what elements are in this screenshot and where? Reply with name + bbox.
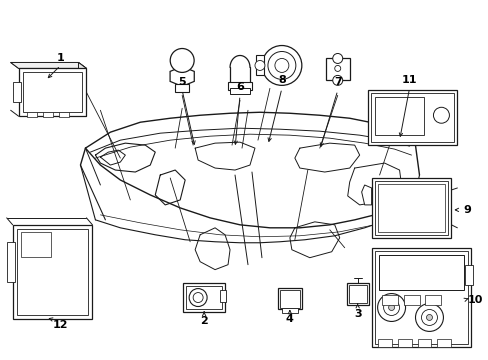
- Bar: [17, 229, 88, 315]
- Bar: [19, 68, 86, 116]
- Bar: [26, 112, 37, 117]
- Text: 8: 8: [278, 75, 285, 85]
- Polygon shape: [328, 61, 346, 76]
- Circle shape: [415, 303, 443, 332]
- Bar: [7, 242, 15, 282]
- Circle shape: [332, 75, 342, 85]
- Text: 5: 5: [178, 77, 185, 87]
- Bar: [371, 248, 470, 347]
- Circle shape: [254, 60, 264, 71]
- Bar: [367, 90, 456, 145]
- Circle shape: [334, 66, 340, 71]
- Bar: [42, 112, 52, 117]
- Polygon shape: [78, 62, 86, 116]
- Bar: [227, 82, 251, 90]
- Bar: [186, 285, 222, 310]
- Bar: [255, 55, 264, 75]
- Text: 12: 12: [53, 320, 68, 330]
- Bar: [183, 283, 224, 312]
- Text: 3: 3: [353, 310, 361, 319]
- Bar: [374, 181, 447, 235]
- Bar: [229, 88, 249, 94]
- Bar: [20, 232, 50, 257]
- Bar: [13, 82, 20, 102]
- Circle shape: [189, 289, 207, 306]
- Bar: [417, 339, 430, 347]
- Bar: [437, 339, 450, 347]
- Bar: [277, 288, 301, 310]
- Bar: [377, 184, 445, 232]
- Polygon shape: [11, 62, 86, 68]
- Bar: [281, 307, 297, 314]
- Bar: [346, 283, 368, 305]
- Text: 1: 1: [57, 54, 64, 63]
- Circle shape: [332, 54, 342, 63]
- Circle shape: [170, 49, 194, 72]
- Circle shape: [262, 45, 301, 85]
- Bar: [22, 72, 82, 112]
- Bar: [59, 112, 68, 117]
- Circle shape: [383, 300, 399, 315]
- Bar: [13, 225, 92, 319]
- Bar: [403, 294, 419, 305]
- Bar: [377, 339, 391, 347]
- Bar: [374, 251, 468, 345]
- Bar: [348, 285, 366, 302]
- Polygon shape: [361, 185, 371, 205]
- Polygon shape: [170, 67, 194, 86]
- Bar: [371, 178, 450, 238]
- Circle shape: [377, 293, 405, 321]
- Bar: [425, 294, 441, 305]
- Text: 11: 11: [401, 75, 416, 85]
- Text: 6: 6: [236, 82, 244, 93]
- Bar: [465, 265, 472, 285]
- Bar: [397, 339, 411, 347]
- Text: 7: 7: [333, 77, 341, 87]
- Circle shape: [426, 315, 431, 320]
- Bar: [175, 84, 189, 92]
- Circle shape: [432, 107, 448, 123]
- Bar: [374, 97, 424, 135]
- Bar: [279, 289, 299, 307]
- Circle shape: [193, 293, 203, 302]
- Text: 9: 9: [463, 205, 470, 215]
- Circle shape: [388, 305, 394, 310]
- Text: 2: 2: [200, 316, 207, 327]
- Text: 10: 10: [467, 294, 482, 305]
- Bar: [378, 255, 464, 289]
- Circle shape: [421, 310, 437, 325]
- Text: 4: 4: [285, 314, 293, 324]
- Bar: [370, 93, 453, 142]
- Bar: [220, 289, 225, 302]
- Circle shape: [267, 51, 295, 80]
- Bar: [325, 58, 349, 80]
- Circle shape: [274, 58, 288, 72]
- Bar: [381, 294, 397, 305]
